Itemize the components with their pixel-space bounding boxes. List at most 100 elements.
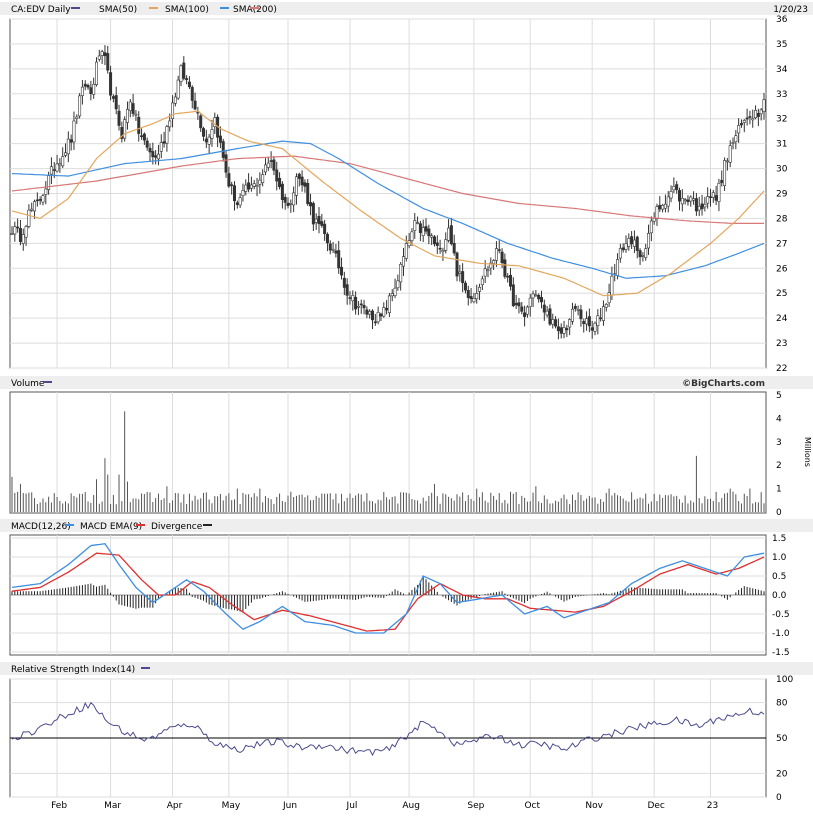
candle-body bbox=[734, 135, 738, 142]
candle-body bbox=[630, 236, 634, 245]
candle-body bbox=[80, 86, 84, 96]
candle-body bbox=[728, 145, 732, 163]
candle-body bbox=[618, 248, 622, 259]
rsi-tick-label: 100 bbox=[776, 675, 793, 685]
macd-tick-label: 1.5 bbox=[772, 534, 786, 544]
candle-body bbox=[472, 298, 476, 303]
candle-body bbox=[120, 127, 124, 139]
candle-body bbox=[647, 233, 651, 249]
candle-body bbox=[227, 173, 231, 187]
candle-body bbox=[27, 209, 31, 227]
candle-body bbox=[58, 163, 62, 166]
candle-body bbox=[379, 313, 383, 317]
macd-ema-label: MACD EMA(9) bbox=[80, 522, 142, 532]
price-tick-label: 33 bbox=[776, 90, 787, 100]
candle-body bbox=[742, 120, 746, 123]
candle-body bbox=[483, 268, 487, 277]
legend-sma100-label: SMA(100) bbox=[165, 5, 209, 15]
candle-body bbox=[140, 135, 144, 137]
candle-body bbox=[720, 179, 724, 184]
candle-body bbox=[266, 162, 270, 168]
candle-body bbox=[576, 309, 580, 311]
candle-body bbox=[97, 55, 101, 60]
price-tick-label: 26 bbox=[776, 264, 788, 274]
bigcharts-credit: ©BigCharts.com bbox=[682, 379, 765, 389]
candle-body bbox=[661, 205, 665, 210]
candle-body bbox=[494, 248, 498, 261]
candle-body bbox=[663, 203, 667, 209]
candle-body bbox=[590, 327, 594, 331]
candle-body bbox=[585, 318, 589, 325]
candle-body bbox=[182, 62, 186, 79]
candle-body bbox=[373, 321, 377, 324]
candle-body bbox=[418, 223, 422, 233]
rsi-header-bar bbox=[0, 662, 813, 675]
candle-body bbox=[697, 205, 701, 211]
candle-body bbox=[416, 222, 420, 224]
legend-sma50-swatch bbox=[149, 7, 158, 9]
candle-body bbox=[86, 84, 90, 88]
candle-body bbox=[548, 308, 552, 325]
candle-body bbox=[294, 176, 298, 196]
price-tick-label: 24 bbox=[776, 314, 788, 324]
candle-body bbox=[83, 83, 87, 87]
rsi-tick-label: 20 bbox=[776, 769, 788, 779]
candle-body bbox=[21, 234, 25, 244]
candle-body bbox=[255, 185, 259, 188]
price-tick-label: 34 bbox=[776, 65, 788, 75]
candle-body bbox=[700, 203, 704, 210]
candle-body bbox=[503, 259, 507, 277]
candle-body bbox=[345, 284, 349, 296]
candle-body bbox=[337, 250, 341, 269]
candle-body bbox=[117, 110, 121, 126]
candle-body bbox=[137, 116, 141, 134]
candle-body bbox=[218, 135, 222, 143]
candle-body bbox=[514, 302, 518, 306]
candle-body bbox=[24, 226, 28, 238]
volume-header-bar bbox=[0, 376, 813, 389]
candle-body bbox=[300, 176, 304, 186]
candle-body bbox=[399, 264, 403, 283]
rsi-line bbox=[11, 702, 765, 757]
candle-body bbox=[621, 247, 625, 251]
candle-body bbox=[706, 196, 710, 204]
candle-body bbox=[261, 174, 265, 183]
sma200-line bbox=[11, 155, 764, 224]
candle-body bbox=[393, 287, 397, 296]
volume-tick-label: 0 bbox=[776, 508, 782, 518]
candle-body bbox=[689, 196, 693, 202]
candle-body bbox=[306, 183, 310, 205]
divergence-swatch bbox=[203, 524, 212, 526]
candle-body bbox=[173, 96, 177, 104]
candle-body bbox=[334, 250, 338, 254]
x-tick-label: Sep bbox=[467, 801, 484, 811]
candle-body bbox=[461, 271, 465, 284]
candle-body bbox=[382, 307, 386, 317]
divergence-label: Divergence bbox=[151, 522, 203, 532]
candle-body bbox=[579, 309, 583, 320]
candle-body bbox=[247, 182, 251, 190]
candle-body bbox=[193, 100, 197, 110]
candle-body bbox=[438, 247, 442, 250]
candle-body bbox=[421, 227, 425, 237]
macd-tick-label: -1.0 bbox=[772, 629, 790, 639]
candle-body bbox=[292, 192, 296, 206]
candle-body bbox=[452, 242, 456, 254]
price-tick-label: 30 bbox=[776, 165, 788, 175]
rsi-tick-label: 50 bbox=[776, 734, 788, 744]
candle-body bbox=[759, 109, 763, 115]
candle-body bbox=[371, 310, 375, 321]
candle-body bbox=[171, 102, 175, 119]
candle-body bbox=[272, 159, 276, 171]
candle-body bbox=[500, 251, 504, 264]
x-tick-label: Apr bbox=[167, 801, 183, 811]
candle-body bbox=[680, 197, 684, 205]
candle-body bbox=[348, 297, 352, 299]
candle-body bbox=[199, 115, 203, 129]
candle-body bbox=[531, 293, 535, 299]
candle-body bbox=[165, 126, 169, 144]
candle-body bbox=[41, 195, 45, 203]
candle-body bbox=[368, 311, 372, 315]
x-tick-label: Jun bbox=[282, 801, 297, 811]
candle-body bbox=[489, 262, 493, 269]
